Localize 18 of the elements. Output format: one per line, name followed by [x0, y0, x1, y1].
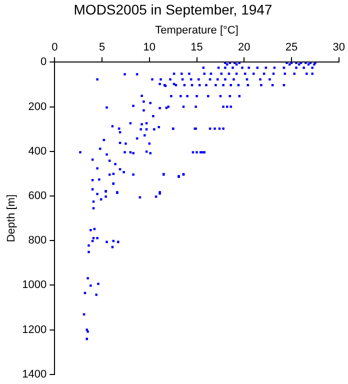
y-tick-label: 1200: [22, 324, 47, 336]
x-tick-label: 30: [332, 42, 346, 54]
y-tick-label: 600: [28, 190, 47, 202]
x-tick-label: 5: [98, 42, 106, 54]
y-tick-label: 1000: [22, 279, 47, 292]
x-tick-label: 0: [52, 42, 58, 54]
chart-title: MODS2005 in September, 1947: [74, 1, 272, 18]
y-axis-title: Depth [m]: [6, 194, 18, 242]
y-tick-label: 1400: [22, 368, 47, 380]
x-tick-label: 20: [238, 42, 250, 54]
x-axis-title: Temperature [°C]: [155, 24, 238, 36]
y-tick-label: 800: [28, 234, 47, 247]
y-tick-label: 200: [28, 100, 47, 113]
x-tick-label: 15: [190, 42, 203, 54]
x-tick-label: 10: [143, 42, 156, 54]
y-tick-label: 0: [40, 56, 47, 68]
y-tick-label: 400: [28, 145, 47, 158]
x-tick-label: 25: [285, 42, 298, 54]
